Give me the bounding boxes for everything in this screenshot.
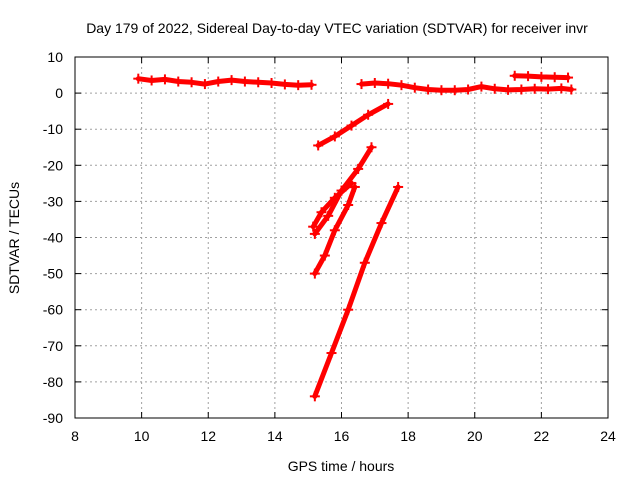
data-series [133,73,317,91]
y-tick-label: 10 [47,49,63,65]
y-tick-label: -90 [43,410,63,426]
y-tick-label: -40 [43,230,63,246]
data-point [383,78,394,89]
x-tick-label: 14 [267,428,283,444]
grid [75,57,608,418]
y-tick-label: -30 [43,193,63,209]
data-point [463,84,474,95]
y-tick-label: -70 [43,338,63,354]
data-point [309,228,320,239]
x-tick-label: 20 [467,428,483,444]
data-point [563,72,574,83]
data-point [173,76,184,87]
data-point [313,140,324,151]
data-point [226,75,237,86]
data-point [279,79,290,90]
y-tick-label: -60 [43,302,63,318]
data-series [309,142,377,239]
data-point [556,83,567,94]
y-tick-label: -10 [43,121,63,137]
data-point [329,225,340,236]
data-point [529,83,540,94]
data-point [266,77,277,88]
data-series [309,181,360,279]
data-point [409,82,420,93]
y-axis-label: SDTVAR / TECUs [6,182,22,294]
y-tick-label: -50 [43,266,63,282]
data-point [503,84,514,95]
data-series [509,70,574,83]
data-point [516,84,527,95]
data-point [239,76,250,87]
data-point [523,71,534,82]
data-point [309,391,320,402]
data-series [313,98,394,151]
data-point [349,181,360,192]
data-point [329,131,340,142]
data-point [396,80,407,91]
data-point [436,85,447,96]
data-point [566,84,577,95]
x-tick-label: 18 [400,428,416,444]
data-point [549,72,560,83]
data-point [476,81,487,92]
data-point [343,304,354,315]
series-line [312,184,401,399]
x-tick-label: 10 [134,428,150,444]
data-point [509,70,520,81]
data-point [159,74,170,85]
data-point [346,120,357,131]
data-point [146,75,157,86]
data-point [393,181,404,192]
chart-title: Day 179 of 2022, Sidereal Day-to-day VTE… [86,20,588,36]
data-point [376,218,387,229]
data-point [316,207,327,218]
data-point [133,73,144,84]
x-tick-label: 16 [334,428,350,444]
x-axis-label: GPS time / hours [288,458,395,474]
data-point [359,257,370,268]
ticks: 8 10 12 14 16 18 20 22 24 10 0 -10 -20 -30 -40 -50 -60 -7… [43,49,616,444]
data-point [449,85,460,96]
y-tick-label: -80 [43,374,63,390]
data-point [336,185,347,196]
data-point [423,84,434,95]
data-series [356,77,577,96]
data-point [213,76,224,87]
data-point [306,79,317,90]
data-point [356,79,367,90]
y-tick-label: 0 [55,85,63,101]
data-point [383,98,394,109]
data-point [366,142,377,153]
data-point [309,268,320,279]
data-point [253,77,264,88]
data-series [309,181,404,402]
data-point [199,79,210,90]
data-point [543,84,554,95]
data-point [353,163,364,174]
data-layer [133,70,577,402]
data-point [293,80,304,91]
y-tick-label: -20 [43,157,63,173]
x-tick-label: 22 [534,428,550,444]
data-point [536,71,547,82]
plot-frame [74,56,609,419]
data-point [319,250,330,261]
data-point [308,221,319,232]
data-point [323,210,334,221]
data-point [363,109,374,120]
data-point [489,83,500,94]
x-tick-label: 8 [71,428,79,444]
data-point [326,348,337,359]
data-point [186,77,197,88]
data-point [369,77,380,88]
x-tick-label: 12 [200,428,216,444]
x-tick-label: 24 [600,428,616,444]
data-point [343,200,354,211]
